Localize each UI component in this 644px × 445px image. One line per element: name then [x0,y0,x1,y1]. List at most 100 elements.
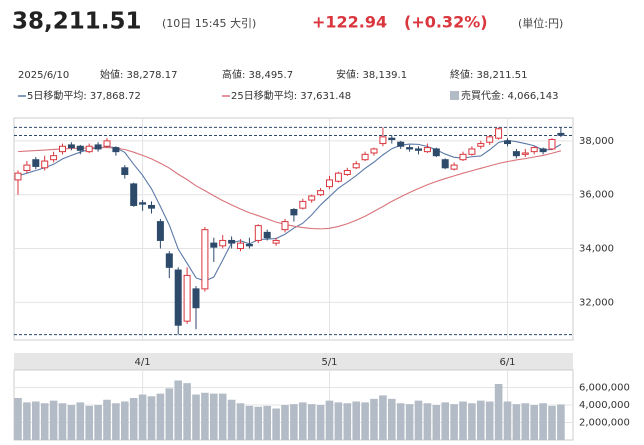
volume-bar [32,401,40,440]
volume-bar [379,395,387,440]
change: +122.94 [312,13,387,32]
high: 高値: 38,495.7 [222,68,293,81]
candle-body [50,155,58,161]
x-tick-label: 6/1 [499,357,515,368]
candle-body [317,190,325,196]
volume-bar [245,405,254,440]
volume-bar [441,402,449,440]
y-tick-label: 2,000,000 [579,418,630,429]
volume-bar [76,402,85,440]
volume-bar [236,403,245,440]
y-tick-label: 32,000 [579,297,614,308]
y-tick-label: 6,000,000 [579,383,630,394]
date: 2025/6/10 [18,70,69,81]
candle-body [14,172,22,181]
legend-swatch [450,91,459,100]
volume-bar [432,405,441,440]
time: (10日 15:45 大引) [162,16,256,30]
volume-bar [539,403,547,440]
volume-bar [227,399,236,440]
volume-bar [521,403,530,440]
volume-bar [192,394,200,440]
volume-bar [201,392,209,440]
candle-body [183,274,191,322]
candle-body [468,148,476,155]
volume-bar [396,403,405,440]
y-tick-label: 38,000 [579,136,614,147]
ma-line [17,147,562,230]
candle-body [415,148,422,151]
candle-body [326,179,333,188]
candle-body [281,221,289,231]
candle-body [548,139,556,150]
volume-bar [254,406,263,440]
candle-body [254,225,262,241]
open: 始値: 38,278.17 [100,68,177,81]
candle-body [67,144,75,149]
x-tick-label: 5/1 [321,357,337,368]
candle-body [521,152,529,155]
volume-bar [23,402,31,440]
candle-body [174,269,182,326]
volume-bar [272,408,280,440]
candle-body [121,167,129,176]
volume-bar [210,393,218,440]
volume-bar [548,405,556,440]
volume-bar [423,403,432,440]
candle-body [272,239,280,244]
candle-body [59,145,66,153]
candle-body [557,132,565,136]
candle-body [299,200,307,209]
volume-bar [299,402,307,440]
legend-label: 25日移動平均: 37,631.48 [231,89,351,102]
candle-body [290,208,298,216]
candle-body [201,229,209,290]
candle-body [423,147,431,153]
volume-bar [459,401,467,440]
volume-bar [450,404,458,440]
volume-bar [307,404,316,440]
candle-body [477,143,485,147]
low: 安値: 38,139.1 [336,68,407,81]
volume-bar [67,405,76,440]
candle-body [334,172,342,182]
candle-body [343,169,351,176]
candle-body [352,163,360,169]
candle-body [103,140,111,147]
candle-body [148,204,155,209]
volume-bar [58,403,67,440]
candle-body [361,153,369,161]
volume-bar [334,402,343,440]
volume-bar [361,402,369,440]
candle-body [156,221,164,241]
candle-body [406,147,414,150]
volume-bar [183,383,191,440]
candle-body [228,239,236,244]
volume-bar [405,404,414,440]
volume-bar [370,398,378,440]
volume-bar [218,393,227,440]
candle-body [139,202,147,205]
volume-bar [503,401,512,440]
volume-bar [494,384,503,440]
candle-body [432,148,440,157]
candle-body [504,140,511,145]
volume-bar [174,380,182,440]
candle-body [512,151,520,157]
volume-bar [263,405,271,440]
candle-body [245,243,253,247]
x-tick-label: 4/1 [135,357,151,368]
candle-body [130,183,138,206]
volume-bar [485,401,494,440]
volume-bar [468,403,476,440]
candle-body [379,136,387,145]
candle-body [112,147,120,153]
volume-bar [325,400,334,440]
candle-body [85,145,93,153]
volume-bar [156,393,165,440]
candle-body [459,153,467,161]
volume-bar [103,399,111,440]
price: 38,211.51 [12,9,142,35]
volume-bar [352,401,360,440]
legend-label: 売買代金: 4,066,143 [461,89,558,102]
